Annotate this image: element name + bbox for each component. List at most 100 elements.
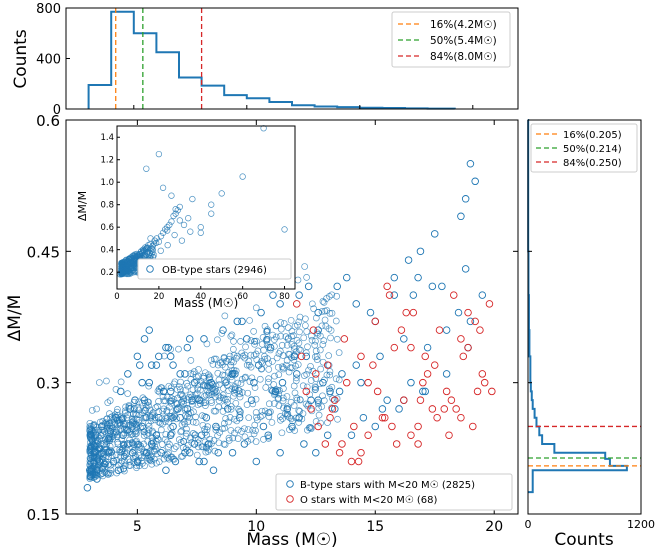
o-type-point: [350, 422, 358, 431]
b-type-point: [90, 448, 99, 457]
b-type-point: [250, 378, 258, 387]
b-type-cloud-point: [276, 387, 283, 394]
b-type-cloud-point: [279, 397, 287, 405]
o-type-point: [342, 378, 351, 387]
b-type-cloud-point: [90, 421, 98, 429]
b-type-cloud-point: [118, 435, 126, 443]
b-type-cloud-point: [132, 427, 140, 435]
b-type-point: [314, 326, 322, 334]
b-type-cloud-point: [116, 446, 124, 454]
b-type-point: [166, 387, 175, 396]
b-type-cloud-point: [86, 423, 94, 430]
b-type-cloud-point: [326, 371, 334, 379]
inset-point: [180, 221, 188, 229]
o-type-point: [312, 370, 320, 378]
b-type-cloud-point: [303, 370, 311, 378]
b-type-point: [195, 396, 203, 404]
o-type-point: [335, 448, 344, 457]
b-type-cloud-point: [278, 363, 286, 371]
b-type-cloud-point: [230, 338, 237, 345]
top-legend-label-2: 84%(8.0M☉): [430, 51, 497, 63]
b-type-cloud-point: [187, 357, 195, 364]
o-type-point: [293, 300, 301, 308]
o-type-point: [371, 317, 380, 326]
b-type-cloud-point: [130, 447, 137, 455]
b-type-cloud-point: [125, 402, 133, 409]
b-type-cloud-point: [252, 427, 259, 434]
b-type-point: [197, 431, 206, 439]
inset-point: [159, 184, 167, 191]
o-type-point: [480, 378, 489, 387]
b-type-cloud-point: [121, 420, 129, 427]
b-type-cloud-point: [129, 444, 136, 452]
main-xtick-label-0: 5: [133, 519, 142, 535]
right-xtick-label-0: 0: [525, 518, 532, 531]
b-type-cloud-point: [206, 375, 213, 383]
b-type-cloud-point: [107, 466, 115, 474]
b-type-point: [428, 282, 437, 291]
b-type-point: [116, 387, 125, 396]
o-type-point: [440, 405, 449, 413]
b-type-cloud-point: [312, 375, 320, 382]
b-type-cloud-point: [184, 382, 192, 390]
b-type-cloud-point: [99, 472, 107, 480]
b-type-cloud-point: [245, 361, 253, 369]
b-type-cloud-point: [239, 352, 247, 360]
b-type-point: [283, 405, 291, 413]
o-type-point: [309, 326, 318, 334]
b-type-cloud-point: [88, 436, 95, 443]
b-type-cloud-point: [198, 412, 206, 420]
b-type-point: [419, 387, 427, 396]
b-type-cloud-point: [277, 332, 284, 340]
b-type-cloud-point: [235, 406, 242, 413]
inset-point: [185, 215, 192, 222]
b-type-cloud-point: [192, 419, 200, 426]
b-type-cloud-point: [195, 366, 202, 373]
b-type-point: [461, 265, 470, 273]
inset-point: [123, 259, 130, 267]
b-type-cloud-point: [167, 424, 175, 432]
b-type-cloud-point: [130, 406, 138, 413]
b-type-point: [188, 396, 196, 404]
o-type-point: [328, 405, 337, 413]
b-type-cloud-point: [219, 394, 227, 402]
main-ytick-label-0: 0.15: [27, 506, 60, 524]
b-type-point: [378, 405, 387, 413]
o-type-point: [450, 291, 458, 299]
b-type-point: [93, 475, 101, 483]
inset-cloud-point: [147, 250, 153, 256]
b-type-cloud-point: [246, 378, 254, 385]
inset-point: [157, 247, 164, 254]
b-type-cloud-point: [277, 319, 284, 326]
b-type-cloud-point: [265, 400, 273, 408]
b-type-cloud-point: [312, 337, 319, 345]
b-type-cloud-point: [225, 355, 233, 363]
b-type-cloud-point: [119, 440, 127, 448]
b-type-cloud-point: [225, 437, 233, 444]
b-type-point: [228, 370, 237, 378]
o-type-point: [388, 422, 396, 431]
b-type-cloud-point: [125, 404, 133, 412]
b-type-cloud-point: [194, 385, 201, 393]
b-type-cloud-point: [334, 415, 341, 423]
b-type-cloud-point: [308, 407, 316, 415]
b-type-cloud-point: [214, 369, 222, 377]
o-type-point: [331, 396, 339, 404]
b-type-cloud-point: [147, 453, 155, 461]
b-type-cloud-point: [154, 387, 162, 395]
b-type-cloud-point: [121, 409, 129, 417]
b-type-point: [124, 440, 132, 448]
b-type-point: [224, 405, 232, 413]
b-type-cloud-point: [105, 434, 112, 442]
inset-point: [166, 221, 173, 229]
b-type-cloud-point: [333, 395, 341, 403]
b-type-cloud-point: [293, 394, 301, 402]
b-type-cloud-point: [91, 427, 99, 434]
inset-point: [218, 190, 225, 197]
b-type-cloud-point: [278, 429, 286, 437]
b-type-cloud-point: [191, 431, 199, 439]
b-type-cloud-point: [243, 401, 251, 408]
b-type-cloud-point: [120, 457, 128, 465]
b-type-cloud-point: [302, 322, 309, 329]
b-type-cloud-point: [201, 369, 209, 377]
